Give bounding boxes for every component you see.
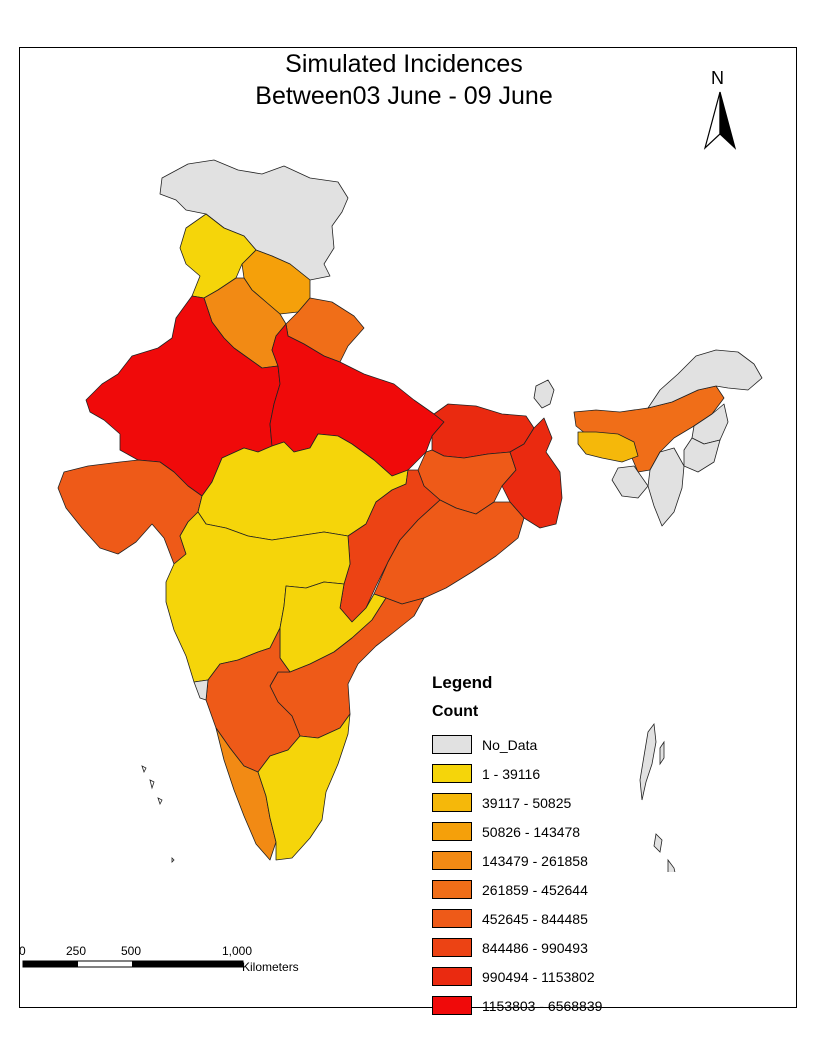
north-label: N — [711, 68, 724, 88]
legend-item: 39117 - 50825 — [432, 788, 772, 817]
legend-item: 1153803 - 6568839 — [432, 991, 772, 1020]
region-arunachal-pradesh[interactable] — [647, 349, 763, 409]
legend-item: 844486 - 990493 — [432, 933, 772, 962]
legend: Legend Count No_Data 1 - 39116 39117 - 508… — [432, 672, 772, 1020]
scale-units: Kilometers — [242, 960, 299, 974]
region-west-bengal[interactable] — [501, 417, 563, 529]
legend-item: 261859 - 452644 — [432, 875, 772, 904]
legend-swatch — [432, 909, 472, 928]
legend-subtitle: Count — [432, 703, 479, 720]
legend-title: Legend — [432, 673, 493, 692]
region-mizoram[interactable] — [647, 447, 685, 527]
legend-item: 990494 - 1153802 — [432, 962, 772, 991]
legend-swatch — [432, 996, 472, 1015]
legend-item: 143479 - 261858 — [432, 846, 772, 875]
legend-swatch — [432, 822, 472, 841]
region-goa[interactable] — [193, 679, 209, 701]
legend-items: No_Data 1 - 39116 39117 - 50825 50826 - 143… — [432, 730, 772, 1020]
north-arrow-icon — [703, 91, 737, 150]
legend-label: 50826 - 143478 — [482, 823, 581, 840]
scale-tick-0: 0 — [19, 944, 26, 958]
legend-label: 452645 - 844485 — [482, 910, 588, 927]
legend-item: 1 - 39116 — [432, 759, 772, 788]
region-odisha[interactable] — [373, 499, 525, 605]
region-meghalaya[interactable] — [577, 431, 639, 463]
legend-label: No_Data — [482, 736, 538, 753]
map-frame — [19, 47, 797, 1008]
legend-swatch — [432, 851, 472, 870]
region-tamil-nadu[interactable] — [257, 713, 351, 861]
lakshadweep-islands — [141, 765, 175, 863]
legend-swatch — [432, 938, 472, 957]
legend-label: 39117 - 50825 — [482, 794, 572, 811]
legend-swatch — [432, 880, 472, 899]
map-subtitle: Between03 June - 09 June — [255, 82, 553, 110]
legend-item: 452645 - 844485 — [432, 904, 772, 933]
region-manipur[interactable] — [683, 437, 721, 473]
legend-label: 844486 - 990493 — [482, 939, 588, 956]
scale-tick-250: 250 — [66, 944, 87, 958]
legend-label: 1 - 39116 — [482, 765, 541, 782]
map-title: Simulated Incidences — [285, 50, 523, 78]
legend-label: 143479 - 261858 — [482, 852, 588, 869]
region-andaman-nicobar[interactable] — [639, 722, 678, 872]
legend-swatch — [432, 967, 472, 986]
legend-swatch — [432, 764, 472, 783]
scale-tick-1000: 1,000 — [222, 944, 253, 958]
region-tripura[interactable] — [611, 465, 649, 499]
legend-swatch — [432, 735, 472, 754]
legend-label: 1153803 - 6568839 — [482, 997, 603, 1014]
scale-tick-500: 500 — [121, 944, 142, 958]
legend-label: 990494 - 1153802 — [482, 968, 595, 985]
region-sikkim[interactable] — [533, 379, 555, 409]
legend-item: 50826 - 143478 — [432, 817, 772, 846]
scale-bar — [22, 960, 244, 968]
legend-label: 261859 - 452644 — [482, 881, 588, 898]
india-map — [57, 159, 763, 872]
legend-item: No_Data — [432, 730, 772, 759]
legend-swatch — [432, 793, 472, 812]
